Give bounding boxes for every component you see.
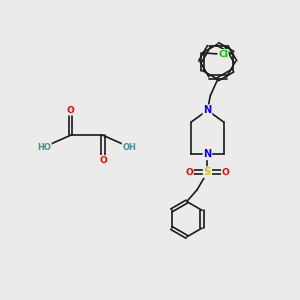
- Text: N: N: [203, 105, 211, 115]
- Text: O: O: [99, 156, 107, 165]
- Text: HO: HO: [37, 142, 51, 152]
- Text: OH: OH: [122, 142, 136, 152]
- Text: O: O: [67, 106, 74, 115]
- Text: S: S: [204, 167, 211, 177]
- Text: O: O: [185, 168, 193, 177]
- Text: Cl: Cl: [218, 50, 228, 59]
- Text: N: N: [203, 149, 211, 159]
- Text: O: O: [222, 168, 230, 177]
